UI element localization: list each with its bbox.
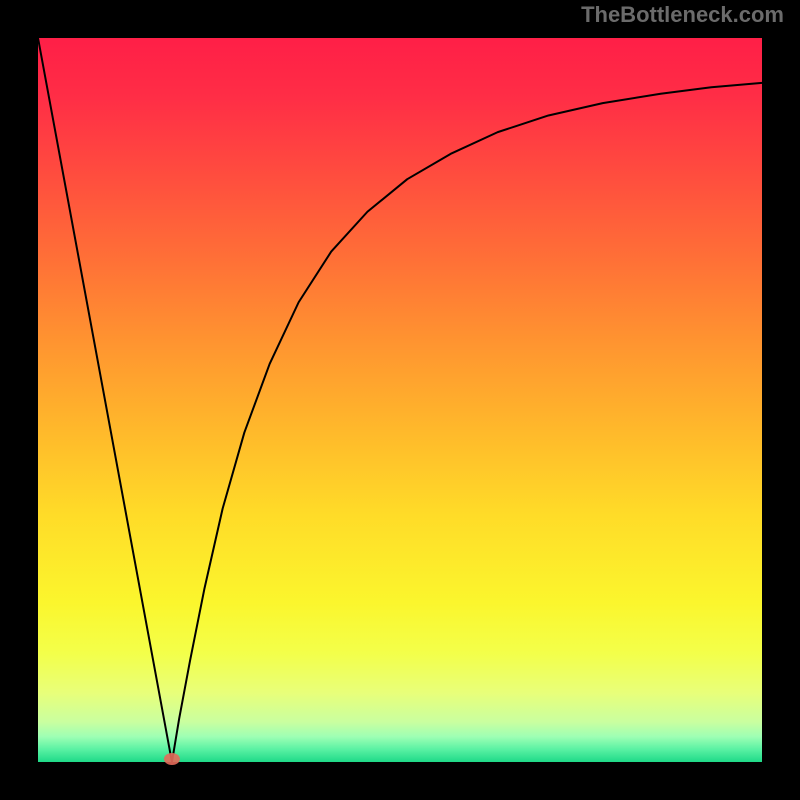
plot-area (38, 38, 762, 762)
min-marker (164, 753, 180, 765)
chart-stage: TheBottleneck.com (0, 0, 800, 800)
curve-layer (38, 38, 762, 762)
bottleneck-curve (38, 38, 762, 762)
watermark-text: TheBottleneck.com (581, 2, 784, 28)
